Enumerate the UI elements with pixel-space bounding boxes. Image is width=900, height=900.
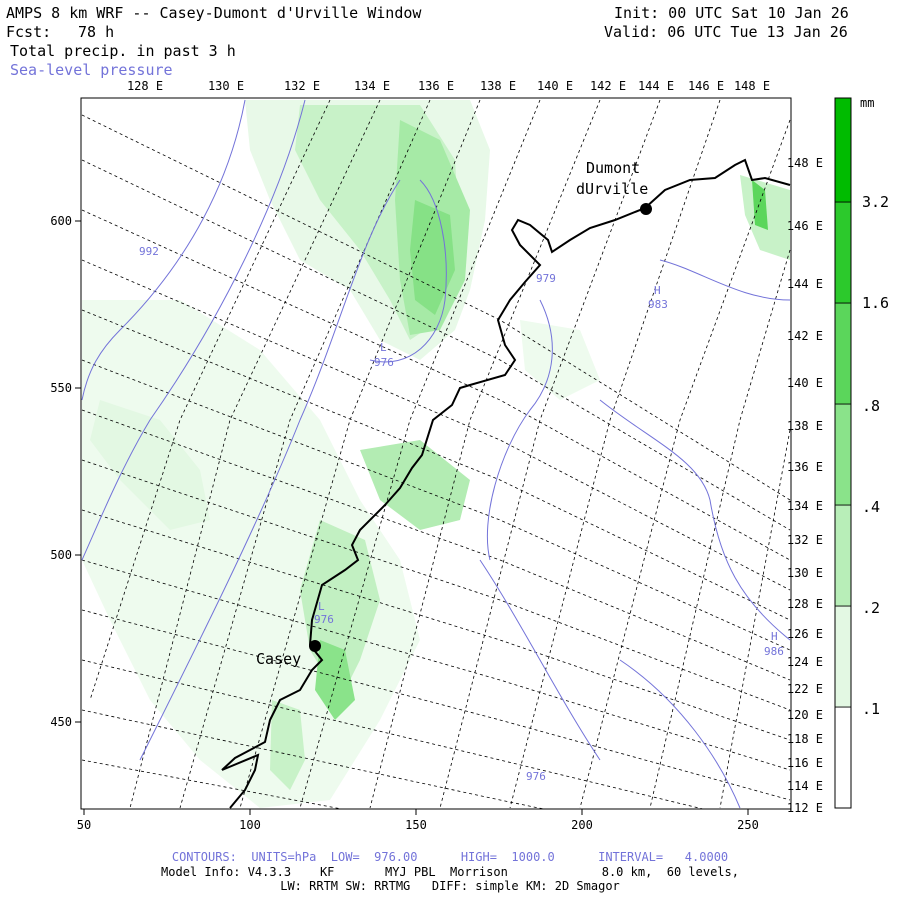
lon-label: 148 E — [734, 79, 770, 93]
lon-label: 132 E — [284, 79, 320, 93]
forecast-hour: 78 h — [78, 23, 115, 41]
colorbar — [834, 97, 852, 809]
casey-station-marker — [309, 640, 321, 652]
durville-label: dUrville — [576, 180, 648, 198]
lon-label: 148 E — [787, 156, 823, 170]
lon-label: 144 E — [787, 277, 823, 291]
x-tick-label: 100 — [239, 818, 261, 832]
colorbar-segment — [834, 97, 852, 203]
lon-label: 124 E — [787, 655, 823, 669]
physics-info: LW: RRTM SW: RRTMG DIFF: simple KM: 2D S… — [280, 879, 620, 893]
colorbar-segment — [834, 201, 852, 304]
x-axis-labels: 50 100 150 200 250 — [77, 818, 759, 832]
overlay-name: Sea-level pressure — [10, 61, 173, 79]
colorbar-label: .1 — [862, 700, 880, 718]
x-axis-ticks — [83, 809, 749, 815]
contour-info: CONTOURS: UNITS=hPa LOW= 976.00 HIGH= 10… — [171, 850, 729, 864]
lon-label: 130 E — [208, 79, 244, 93]
lon-label: 138 E — [787, 419, 823, 433]
x-tick-label: 50 — [77, 818, 91, 832]
high-center-marker: H — [654, 284, 661, 297]
pressure-labels: 992 L 976 979 H 983 L 976 H 986 976 — [139, 245, 784, 783]
lon-label: 132 E — [787, 533, 823, 547]
low-center-marker: L — [318, 600, 325, 613]
colorbar-segment — [834, 302, 852, 405]
colorbar-label: .4 — [862, 498, 880, 516]
lon-label: 128 E — [127, 79, 163, 93]
lon-label: 112 E — [787, 801, 823, 815]
lon-label: 130 E — [787, 566, 823, 580]
dumont-label: Dumont — [586, 159, 640, 177]
y-tick-label: 550 — [50, 381, 72, 395]
colorbar-segment — [834, 706, 852, 809]
lon-label: 114 E — [787, 779, 823, 793]
colorbar-segment — [834, 605, 852, 708]
map-title: AMPS 8 km WRF -- Casey-Dumont d'Urville … — [6, 4, 422, 22]
colorbar-label: .8 — [862, 397, 880, 415]
colorbar-label: 1.6 — [862, 294, 889, 312]
valid-time: Valid: 06 UTC Tue 13 Jan 26 — [604, 23, 848, 41]
y-axis-labels: 600 550 500 450 — [50, 214, 72, 729]
x-tick-label: 200 — [571, 818, 593, 832]
precip-shading — [82, 100, 790, 808]
pressure-value-label: 979 — [536, 272, 556, 285]
colorbar-labels: mm .1 .2 .4 .8 1.6 3.2 — [860, 96, 889, 718]
lon-label: 116 E — [787, 756, 823, 770]
dumont-durville-station-marker — [640, 203, 652, 215]
low-center-value: 976 — [374, 356, 394, 369]
colorbar-segment — [834, 403, 852, 506]
plot-frame — [80, 97, 792, 810]
lon-label: 140 E — [787, 376, 823, 390]
low-center-value: 976 — [314, 613, 334, 626]
lon-label: 134 E — [354, 79, 390, 93]
lon-label: 138 E — [480, 79, 516, 93]
lon-label: 140 E — [537, 79, 573, 93]
colorbar-label: .2 — [862, 599, 880, 617]
lon-label: 126 E — [787, 627, 823, 641]
field-name: Total precip. in past 3 h — [10, 42, 236, 60]
colorbar-segment — [834, 504, 852, 607]
lon-label: 142 E — [787, 329, 823, 343]
colorbar-unit: mm — [860, 96, 874, 110]
y-tick-label: 500 — [50, 548, 72, 562]
colorbar-frame — [834, 97, 852, 809]
longitude-right-labels: 148 E 146 E 144 E 142 E 140 E 138 E 136 … — [787, 156, 823, 815]
lon-label: 128 E — [787, 597, 823, 611]
lon-label: 118 E — [787, 732, 823, 746]
lon-label: 142 E — [590, 79, 626, 93]
y-tick-label: 600 — [50, 214, 72, 228]
lon-label: 146 E — [787, 219, 823, 233]
high-center-value: 983 — [648, 298, 668, 311]
model-info: Model Info: V4.3.3 KF MYJ PBL Morrison 8… — [161, 865, 739, 879]
coastline — [221, 158, 791, 809]
lon-label: 146 E — [688, 79, 724, 93]
plot-area — [81, 99, 791, 809]
casey-label: Casey — [256, 650, 301, 668]
pressure-value-label: 992 — [139, 245, 159, 258]
lon-label: 120 E — [787, 708, 823, 722]
lon-label: 122 E — [787, 682, 823, 696]
slp-contours — [81, 99, 791, 809]
pressure-value-label: 976 — [526, 770, 546, 783]
init-time: Init: 00 UTC Sat 10 Jan 26 — [614, 4, 849, 22]
high-center-value: 986 — [764, 645, 784, 658]
high-center-marker: H — [771, 630, 778, 643]
colorbar-label: 3.2 — [862, 193, 889, 211]
lon-label: 136 E — [787, 460, 823, 474]
x-tick-label: 250 — [737, 818, 759, 832]
forecast-label: Fcst: — [6, 23, 52, 41]
lon-label: 134 E — [787, 499, 823, 513]
y-axis-ticks — [75, 220, 81, 723]
lon-label: 136 E — [418, 79, 454, 93]
lon-label: 144 E — [638, 79, 674, 93]
latlon-grid — [81, 99, 791, 809]
longitude-top-labels: 128 E 130 E 132 E 134 E 136 E 138 E 140 … — [127, 79, 770, 93]
x-tick-label: 150 — [405, 818, 427, 832]
y-tick-label: 450 — [50, 715, 72, 729]
low-center-marker: L — [380, 341, 387, 354]
